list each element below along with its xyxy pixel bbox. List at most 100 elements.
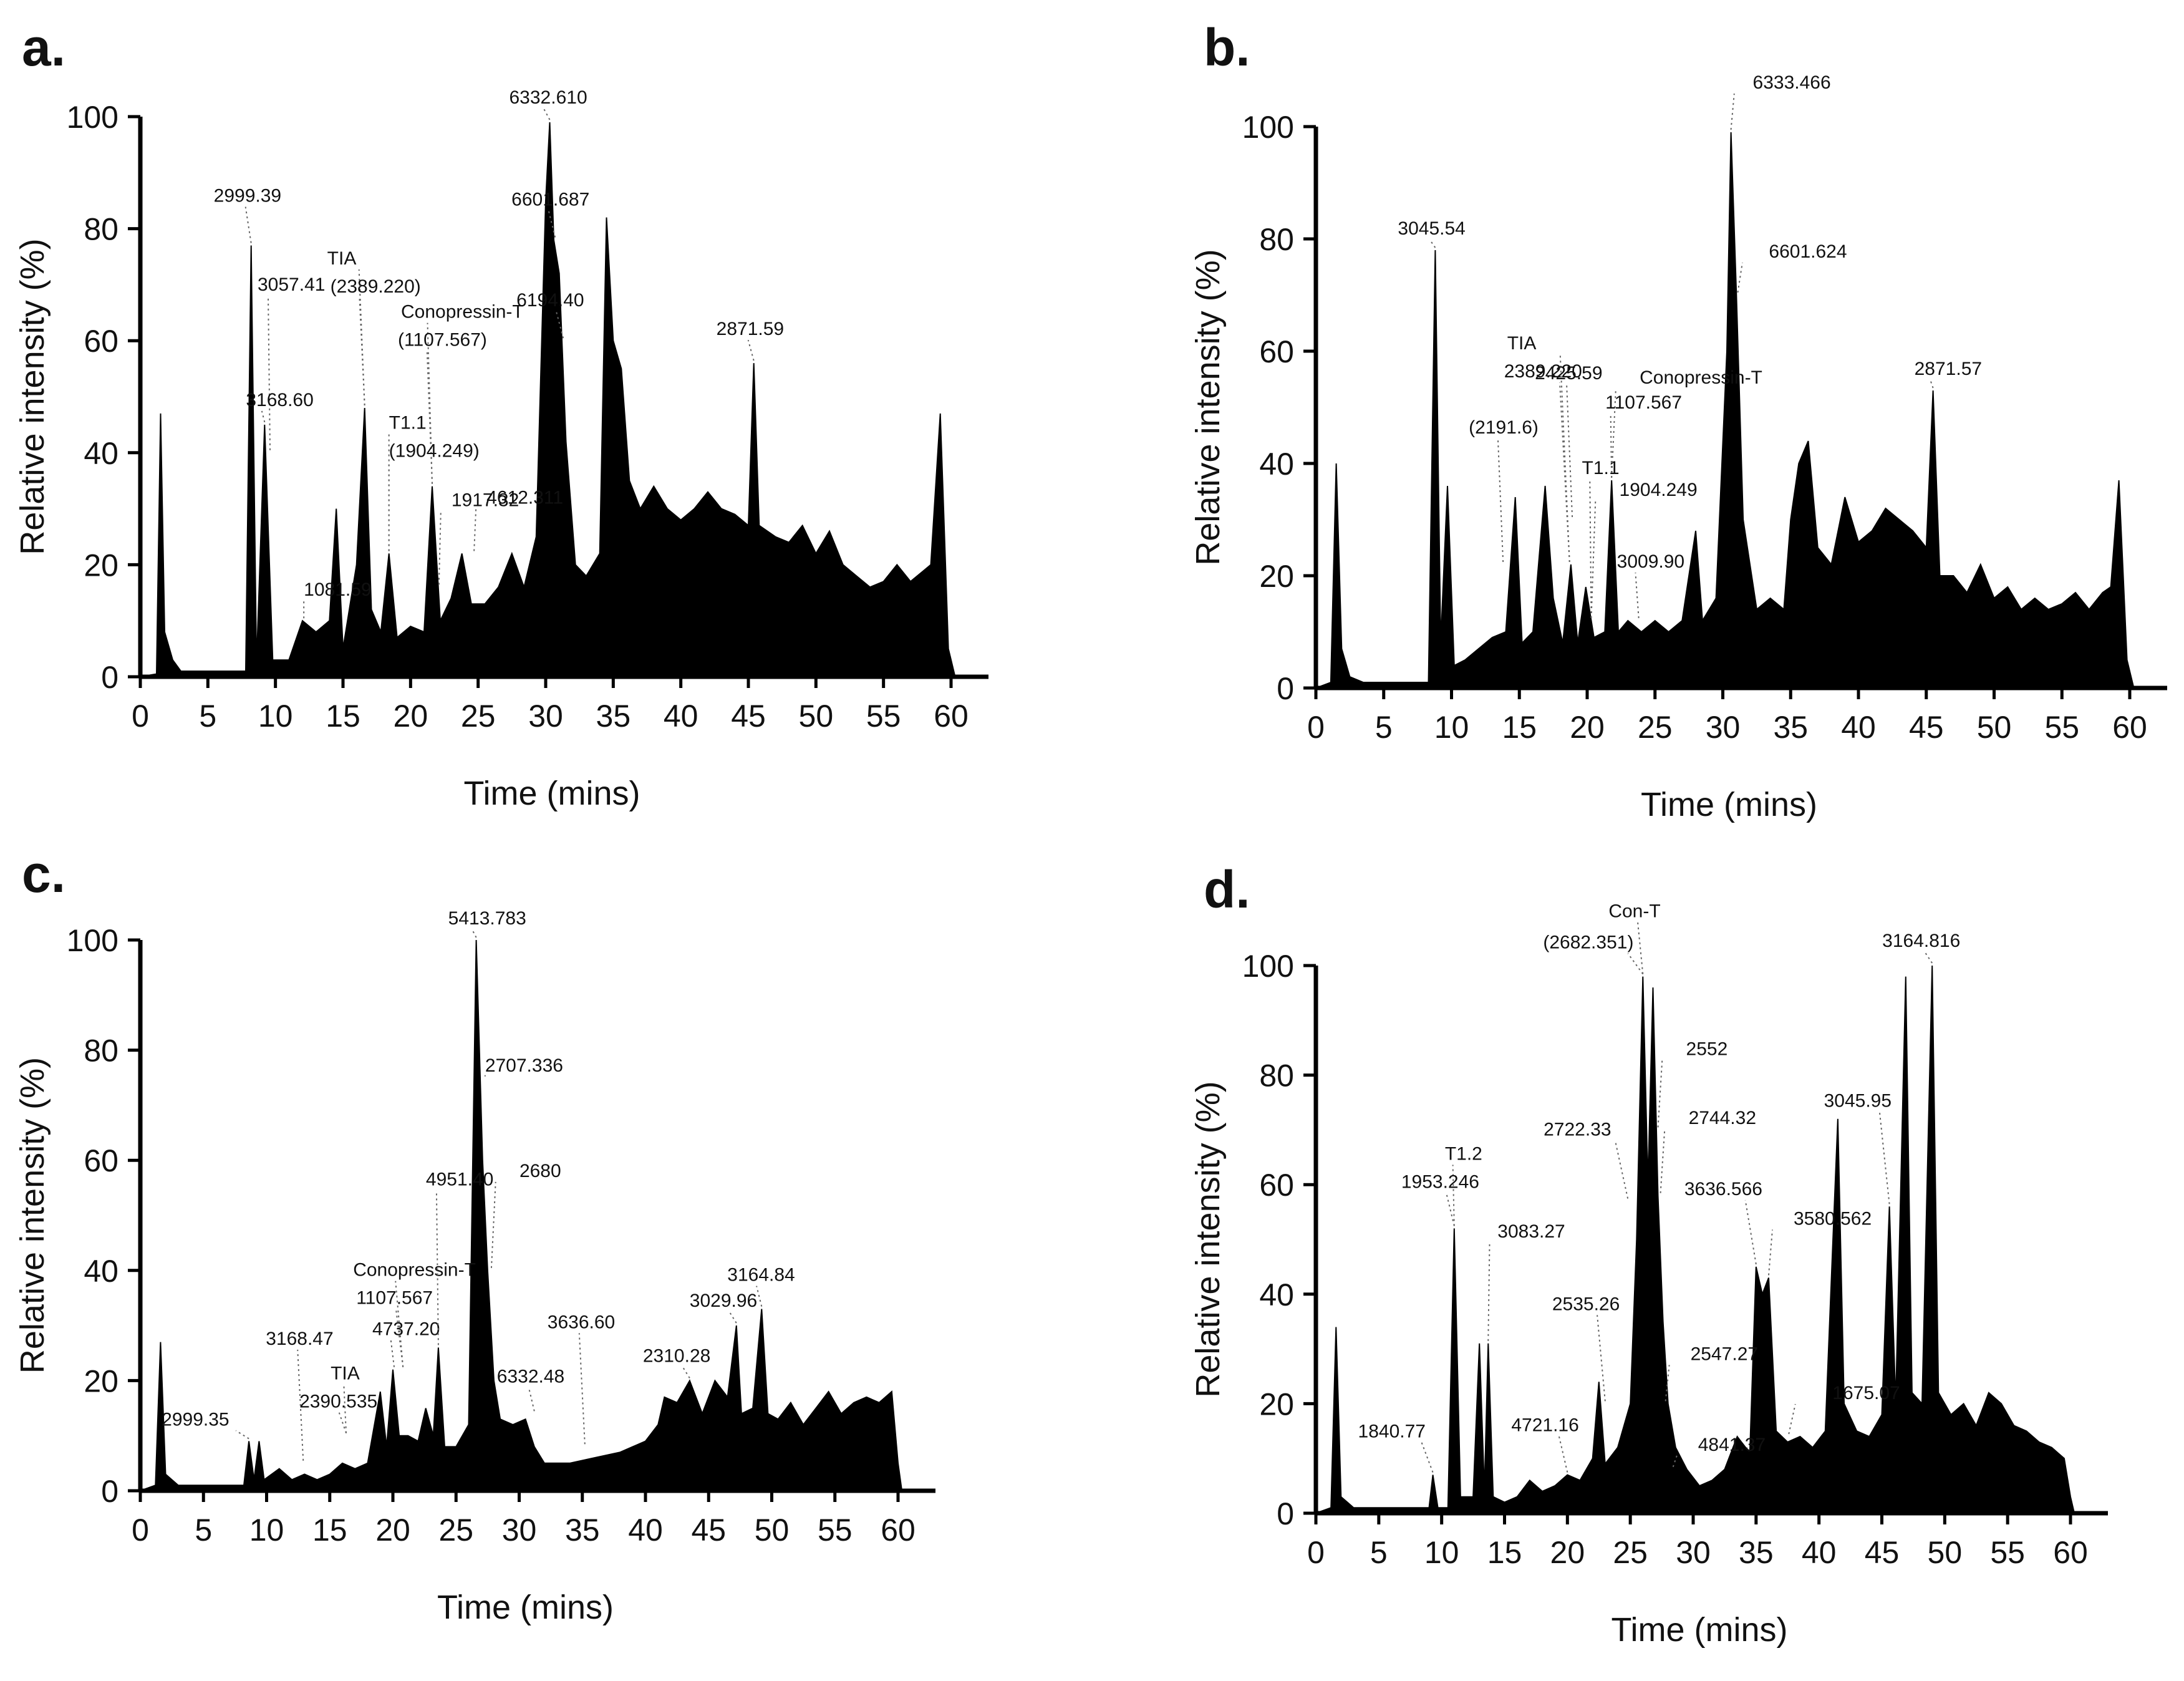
x-tick-label: 25 bbox=[461, 699, 496, 734]
peak-label: 6601.687 bbox=[511, 190, 589, 210]
y-tick-label: 80 bbox=[1259, 222, 1294, 257]
peak-label: 1840.77 bbox=[1358, 1422, 1426, 1442]
x-tick-label: 20 bbox=[394, 699, 428, 734]
peak-leader-line bbox=[1660, 1128, 1666, 1193]
y-tick-label: 40 bbox=[84, 1254, 118, 1289]
y-tick-label: 20 bbox=[1259, 559, 1294, 594]
peak-label: 1081.59 bbox=[304, 579, 371, 600]
peak-leader-line bbox=[1637, 922, 1644, 974]
x-tick-label: 15 bbox=[1502, 710, 1537, 745]
peak-label: 6333.466 bbox=[1753, 72, 1831, 93]
peak-leader-line bbox=[1614, 1140, 1629, 1199]
x-tick-label: 60 bbox=[2112, 710, 2147, 745]
x-tick-label: 0 bbox=[1307, 710, 1325, 745]
x-tick-label: 45 bbox=[731, 699, 766, 734]
peak-label: 6601.624 bbox=[1769, 241, 1847, 262]
peak-label: 3168.60 bbox=[246, 390, 313, 410]
x-tick-label: 0 bbox=[132, 699, 149, 734]
peak-label: 2680 bbox=[519, 1161, 561, 1181]
peak-label: T1.1 bbox=[389, 412, 427, 433]
peak-label: 2999.35 bbox=[162, 1410, 229, 1430]
y-tick-label: 100 bbox=[67, 100, 118, 135]
peak-leader-line bbox=[1452, 1165, 1455, 1226]
peak-label: TIA bbox=[1507, 333, 1537, 354]
x-tick-label: 15 bbox=[1487, 1535, 1522, 1570]
peak-label: 2389.220 bbox=[1504, 361, 1582, 382]
chromatogram-trace bbox=[1315, 132, 2135, 689]
x-tick-label: 40 bbox=[664, 699, 698, 734]
x-tick-label: 45 bbox=[1909, 710, 1944, 745]
peak-label: Conopressin-T bbox=[1640, 367, 1762, 388]
peak-label: 2310.28 bbox=[643, 1345, 710, 1366]
peak-leader-line bbox=[1421, 1442, 1434, 1473]
x-axis-title: Time (mins) bbox=[437, 1589, 614, 1626]
peak-leader-line bbox=[390, 1340, 395, 1367]
x-axis-title: Time (mins) bbox=[1641, 786, 1817, 823]
x-tick-label: 50 bbox=[755, 1513, 790, 1548]
panel-letter: a. bbox=[22, 18, 65, 77]
x-tick-label: 25 bbox=[1613, 1535, 1648, 1570]
peak-leader-line bbox=[747, 339, 755, 361]
x-tick-label: 40 bbox=[628, 1513, 663, 1548]
y-tick-label: 0 bbox=[1277, 1496, 1294, 1531]
peak-label: 2425.59 bbox=[1535, 363, 1602, 384]
y-tick-label: 80 bbox=[1259, 1058, 1294, 1093]
y-tick-label: 80 bbox=[84, 1034, 118, 1068]
peak-label: 3580.562 bbox=[1794, 1208, 1872, 1229]
x-tick-label: 5 bbox=[1375, 710, 1393, 745]
x-tick-label: 30 bbox=[1706, 710, 1741, 745]
peak-leader-line bbox=[1589, 478, 1592, 619]
peak-leader-line bbox=[244, 206, 252, 243]
chromatogram-trace bbox=[140, 939, 903, 1491]
peak-leader-line bbox=[1744, 1199, 1757, 1265]
peak-label: 6332.610 bbox=[510, 87, 587, 108]
x-tick-label: 55 bbox=[818, 1513, 853, 1548]
x-tick-label: 50 bbox=[1977, 710, 2012, 745]
peak-leader-line bbox=[1566, 384, 1573, 518]
y-tick-label: 20 bbox=[84, 1364, 118, 1398]
peak-leader-line bbox=[1558, 1436, 1568, 1473]
peak-label: 3168.47 bbox=[266, 1329, 333, 1349]
peak-label: 3636.60 bbox=[548, 1312, 615, 1332]
y-tick-label: 100 bbox=[1242, 949, 1294, 984]
x-tick-label: 15 bbox=[312, 1513, 347, 1548]
peak-leader-line bbox=[1635, 572, 1640, 619]
x-tick-label: 35 bbox=[565, 1513, 600, 1548]
peak-label: T1.2 bbox=[1445, 1143, 1482, 1164]
y-tick-label: 0 bbox=[101, 1474, 118, 1509]
peak-label: 4951.40 bbox=[426, 1169, 493, 1189]
peak-leader-line bbox=[1672, 1455, 1678, 1468]
x-tick-label: 20 bbox=[375, 1513, 410, 1548]
peak-leader-line bbox=[1627, 952, 1644, 975]
panel-letter: c. bbox=[22, 845, 65, 903]
y-axis-title: Relative intensity (%) bbox=[1189, 1081, 1227, 1397]
peak-label: Conopressin-T bbox=[401, 302, 524, 322]
y-tick-label: 40 bbox=[1259, 447, 1294, 482]
peak-label: TIA bbox=[327, 248, 357, 269]
peak-leader-line bbox=[1446, 1193, 1455, 1226]
peak-label: 2552 bbox=[1686, 1039, 1728, 1059]
peak-leader-line bbox=[338, 1412, 347, 1434]
y-tick-label: 0 bbox=[1277, 671, 1294, 706]
x-tick-label: 30 bbox=[528, 699, 563, 734]
y-axis-title: Relative intensity (%) bbox=[14, 238, 51, 555]
peak-label: 1904.249 bbox=[1620, 480, 1698, 500]
peak-leader-line bbox=[473, 508, 477, 551]
peak-leader-line bbox=[1497, 438, 1504, 563]
x-tick-label: 5 bbox=[195, 1513, 212, 1548]
y-tick-label: 40 bbox=[1259, 1277, 1294, 1312]
y-tick-label: 40 bbox=[84, 436, 118, 471]
peak-leader-line bbox=[1590, 500, 1597, 619]
peak-label: 3057.41 bbox=[258, 274, 325, 295]
x-tick-label: 35 bbox=[1773, 710, 1808, 745]
y-tick-label: 60 bbox=[1259, 1168, 1294, 1203]
x-axis-title: Time (mins) bbox=[1611, 1611, 1788, 1649]
peak-leader-line bbox=[1429, 239, 1436, 248]
peak-leader-line bbox=[1730, 93, 1735, 130]
peak-label: 2535.26 bbox=[1552, 1294, 1620, 1314]
x-tick-label: 20 bbox=[1570, 710, 1605, 745]
peak-leader-line bbox=[1487, 1242, 1491, 1341]
peak-label: 2871.57 bbox=[1915, 359, 1982, 379]
panel-letter: d. bbox=[1204, 860, 1250, 919]
